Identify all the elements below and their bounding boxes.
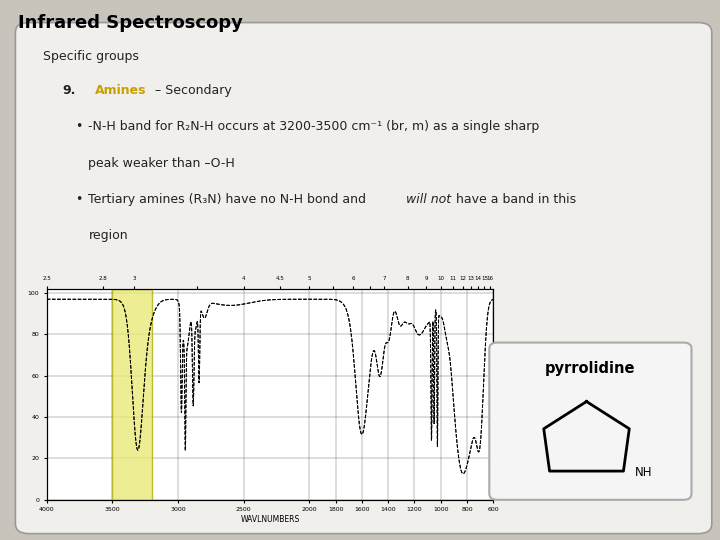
Text: peak weaker than –O-H: peak weaker than –O-H (89, 157, 235, 170)
Text: region: region (89, 229, 128, 242)
Text: -N-H band for R₂N-H occurs at 3200-3500 cm⁻¹ (br, m) as a single sharp: -N-H band for R₂N-H occurs at 3200-3500 … (89, 120, 540, 133)
Bar (112, 289, 152, 500)
Text: •: • (76, 193, 83, 206)
Text: pyrrolidine: pyrrolidine (545, 361, 636, 376)
Text: Infrared Spectroscopy: Infrared Spectroscopy (18, 14, 243, 31)
Text: have a band in this: have a band in this (452, 193, 576, 206)
Text: 9.: 9. (62, 84, 76, 97)
Text: NH: NH (635, 466, 652, 479)
X-axis label: WAVLNUMBERS: WAVLNUMBERS (240, 515, 300, 524)
FancyBboxPatch shape (15, 23, 712, 534)
Text: Tertiary amines (R₃N) have no N-H bond and: Tertiary amines (R₃N) have no N-H bond a… (89, 193, 370, 206)
Text: Amines: Amines (95, 84, 146, 97)
Text: – Secondary: – Secondary (150, 84, 231, 97)
Text: Specific groups: Specific groups (42, 50, 138, 63)
FancyBboxPatch shape (490, 342, 691, 500)
Text: will not: will not (406, 193, 451, 206)
Text: •: • (76, 120, 83, 133)
